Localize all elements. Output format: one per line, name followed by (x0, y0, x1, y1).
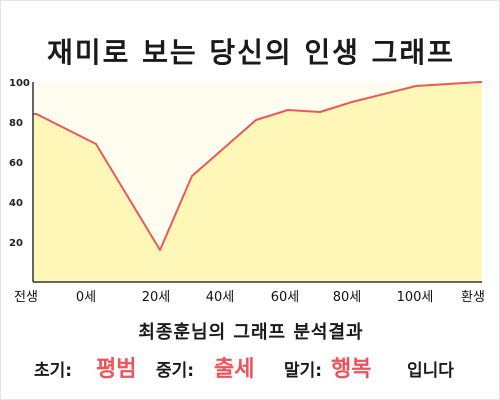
x-tick-label: 60세 (271, 290, 300, 305)
x-tick-label: 0세 (76, 290, 96, 305)
axes-layer (32, 82, 482, 283)
area-fill-layer (33, 82, 482, 282)
y-tick-labels: 20 40 60 80 100 (9, 78, 30, 249)
y-tick-label: 20 (9, 238, 23, 249)
x-tick-label: 100세 (397, 290, 434, 305)
ending-text: 입니다 (407, 361, 454, 381)
x-tick-label: 전생 (14, 290, 38, 305)
late-value: 행복 (331, 357, 372, 382)
chart-title: 재미로 보는 당신의 인생 그래프 (47, 36, 455, 69)
life-line (33, 81, 482, 251)
middle-label: 중기: (156, 361, 195, 381)
x-tick-label: 20세 (142, 290, 171, 305)
analysis-subtitle: 최종훈님의 그래프 분석결과 (138, 322, 364, 343)
line-series-layer (33, 81, 482, 251)
y-tick-label: 80 (9, 118, 23, 129)
area-fill (33, 82, 482, 282)
late-label: 말기: (284, 361, 323, 381)
y-tick-label: 40 (9, 198, 23, 209)
x-tick-label: 환생 (461, 290, 485, 305)
analysis-result-line: 초기: 평범 중기: 출세 말기: 행복 입니다 (1, 349, 500, 383)
x-tick-labels: 전생 0세 20세 40세 60세 80세 100세 환생 (14, 290, 485, 305)
early-value: 평범 (96, 357, 137, 382)
y-tick-label: 100 (9, 78, 30, 89)
x-tick-label: 80세 (333, 290, 362, 305)
x-tick-label: 40세 (206, 290, 235, 305)
middle-value: 출세 (214, 357, 255, 382)
y-tick-label: 60 (9, 158, 23, 169)
early-label: 초기: (34, 361, 73, 381)
